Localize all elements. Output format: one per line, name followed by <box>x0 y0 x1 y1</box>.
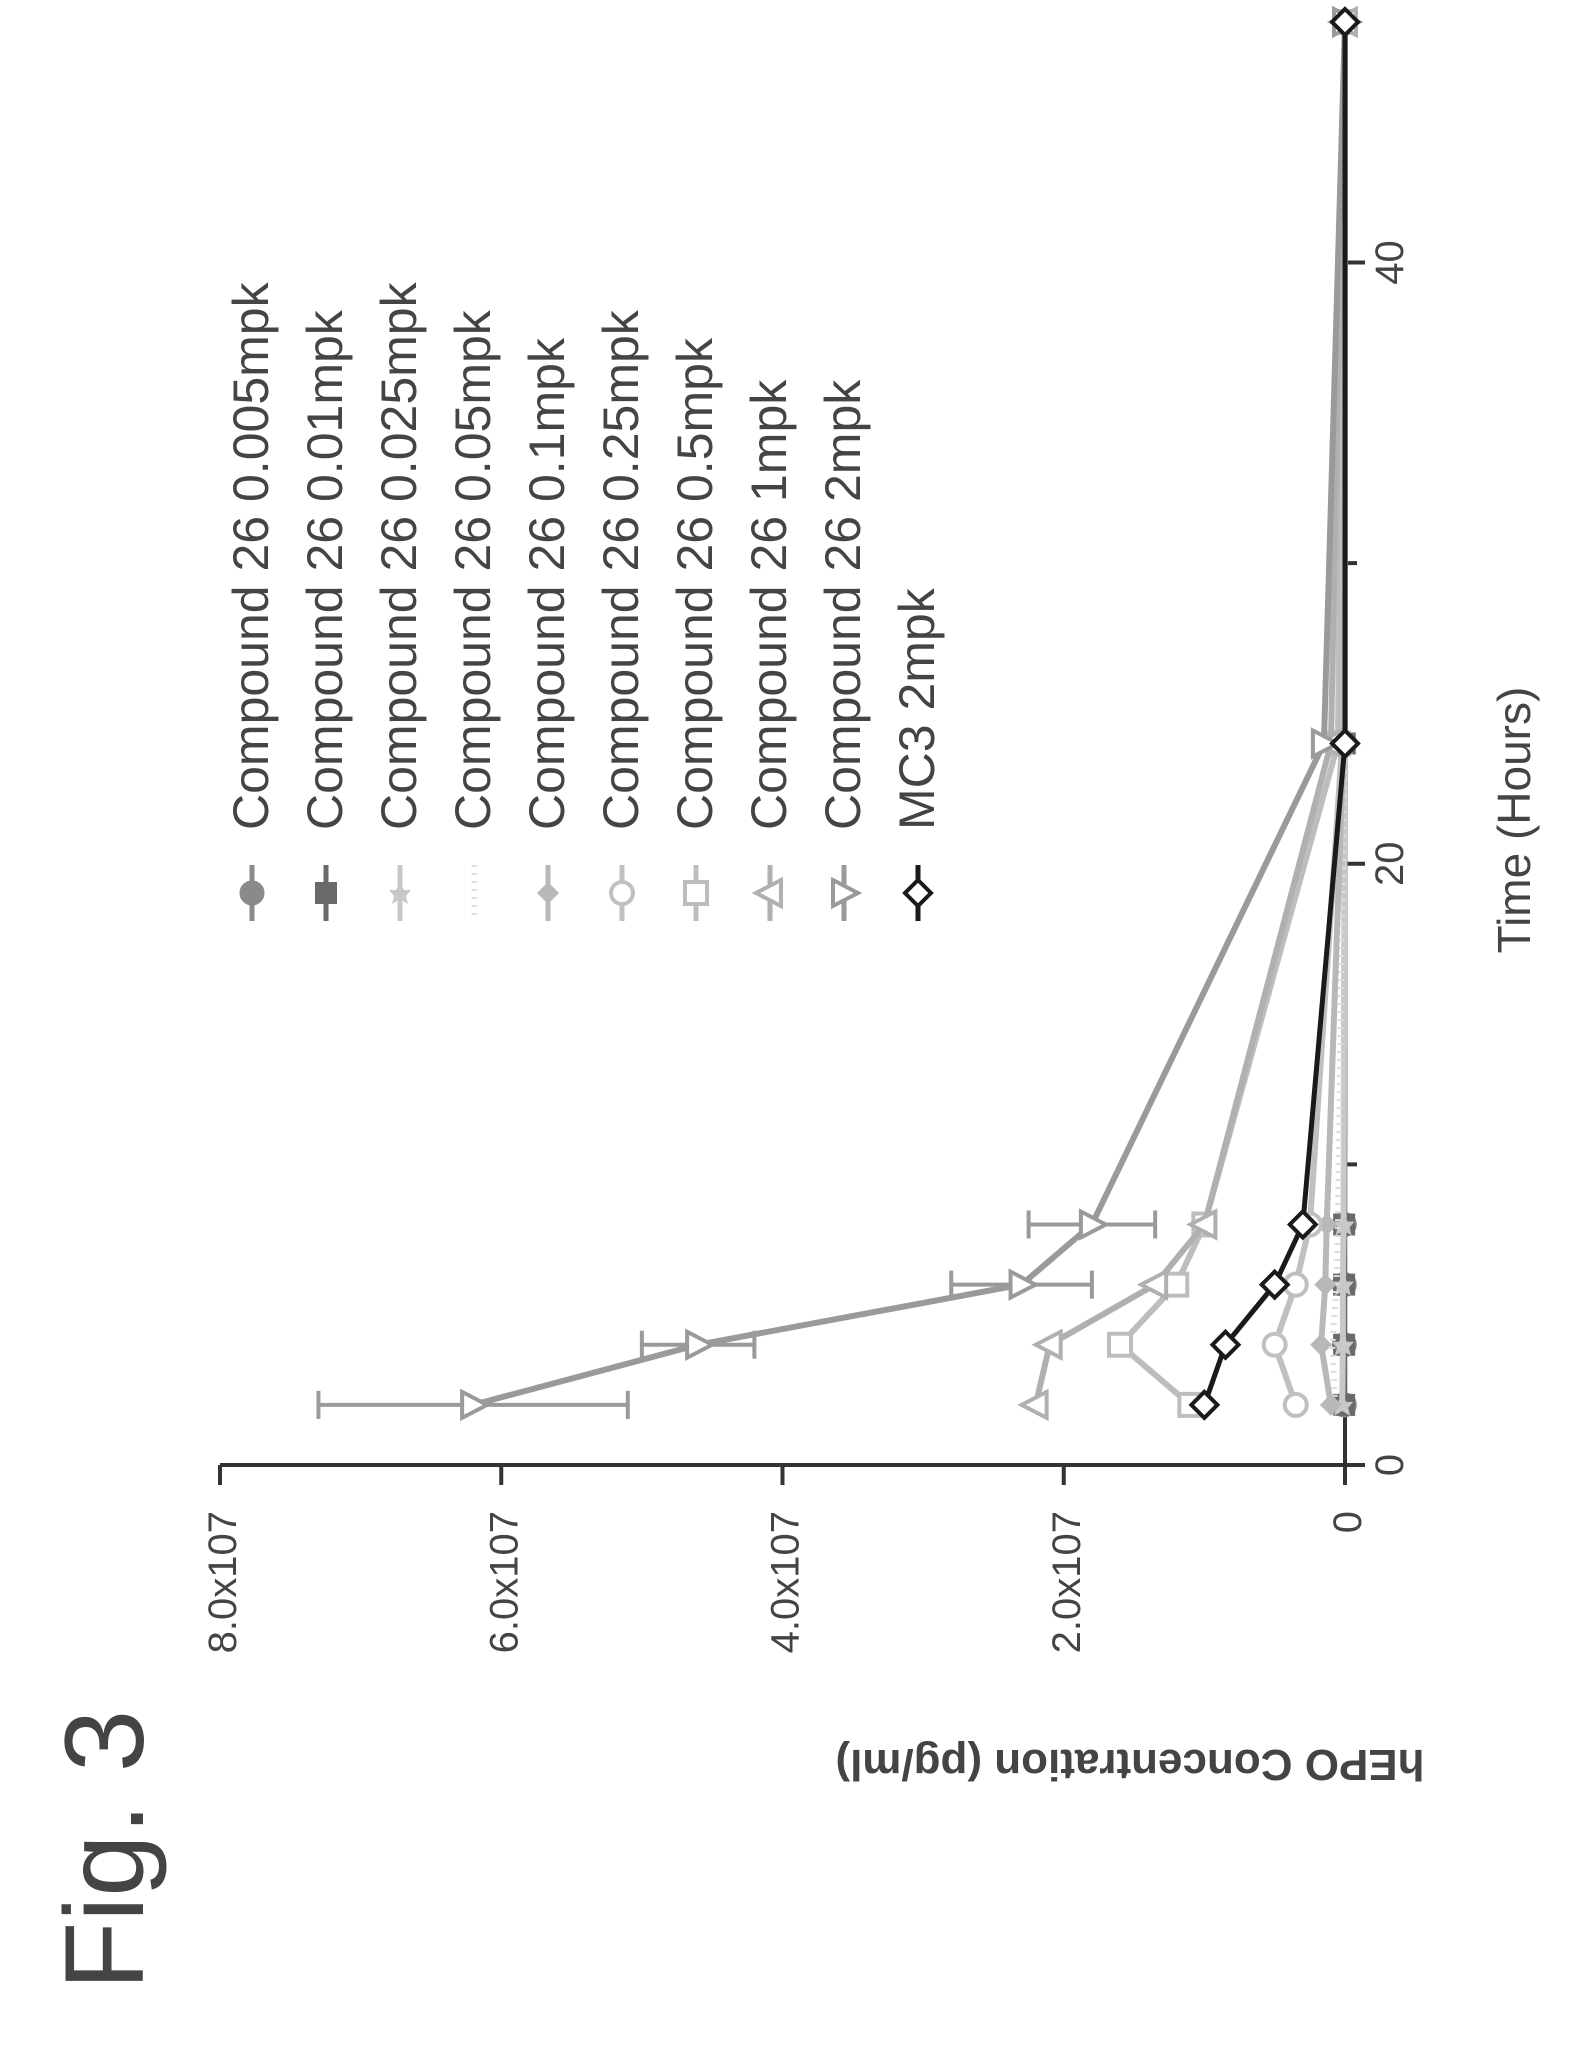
legend-label-group: Compound 26 0.005mpk <box>223 281 279 830</box>
y-tick-label-group: 2.0x107 <box>1045 1511 1089 1653</box>
legend-label-group: Compound 26 0.5mpk <box>667 337 723 830</box>
y-tick-label: 2.0x107 <box>1045 1511 1089 1653</box>
legend-label-group: Compound 26 2mpk <box>815 379 871 830</box>
point <box>1331 1333 1354 1356</box>
point <box>460 1388 492 1422</box>
legend-label: MC3 2mpk <box>889 587 945 830</box>
legend-label-group: Compound 26 0.025mpk <box>371 281 427 830</box>
point <box>1331 1393 1354 1416</box>
point <box>1331 1273 1354 1296</box>
point <box>1329 6 1361 38</box>
x-axis-label-group: Time (Hours) <box>1488 687 1540 954</box>
point <box>1209 1328 1242 1361</box>
series-line <box>472 21 1348 1408</box>
point <box>831 876 863 910</box>
legend-label: Compound 26 0.25mpk <box>593 309 649 830</box>
point <box>1319 1393 1342 1416</box>
legend-label-group: Compound 26 0.05mpk <box>445 309 501 830</box>
point <box>537 882 559 904</box>
y-axis-label-group: hEPO Concentration (pg/ml) <box>835 1740 1424 1789</box>
x-tick-label-group: 40 <box>1368 240 1412 285</box>
legend-item-7: Compound 26 1mpk <box>741 379 797 921</box>
legend-item-0: Compound 26 0.005mpk <box>223 281 279 921</box>
point <box>685 1328 717 1362</box>
y-tick-label-group: 6.0x107 <box>482 1511 526 1653</box>
point <box>1286 1208 1319 1241</box>
legend-label: Compound 26 2mpk <box>815 379 871 830</box>
y-tick-label: 4.0x107 <box>764 1511 808 1653</box>
point <box>1332 1213 1355 1236</box>
point <box>1329 727 1361 760</box>
legend-item-5: Compound 26 0.25mpk <box>593 309 649 921</box>
point <box>1261 1331 1288 1358</box>
point <box>1186 1208 1218 1241</box>
x-tick-label: 20 <box>1368 842 1412 887</box>
legend-label-group: Compound 26 0.25mpk <box>593 309 649 830</box>
legend-item-1: Compound 26 0.01mpk <box>297 309 353 921</box>
y-tick-label: 0 <box>1326 1511 1370 1533</box>
point <box>1188 1389 1221 1421</box>
point <box>751 876 783 910</box>
x-tick-label-group: 0 <box>1368 1454 1412 1476</box>
legend-label: Compound 26 0.005mpk <box>223 281 279 830</box>
y-tick-label: 8.0x107 <box>201 1511 245 1653</box>
y-tick-label-group: 0 <box>1326 1511 1370 1533</box>
x-axis-label: Time (Hours) <box>1488 687 1540 954</box>
x-tick-label-group: 20 <box>1368 842 1412 887</box>
legend-label: Compound 26 0.01mpk <box>297 309 353 830</box>
point <box>1314 1273 1337 1296</box>
legend-label-group: Compound 26 0.1mpk <box>519 337 575 830</box>
point <box>1310 1333 1333 1356</box>
series-line <box>1032 21 1348 1406</box>
y-tick-label: 6.0x107 <box>482 1511 526 1653</box>
legend-label: Compound 26 0.05mpk <box>445 309 501 830</box>
legend-label-group: Compound 26 0.01mpk <box>297 309 353 830</box>
legend-label-group: Compound 26 1mpk <box>741 379 797 830</box>
axes: 0 2.0x107 4.0x107 6.0x107 8.0x107 0 20 40 <box>201 22 1412 1653</box>
series-8 <box>316 5 1364 1422</box>
x-tick-label: 0 <box>1368 1454 1412 1476</box>
point <box>1163 1271 1190 1298</box>
legend-label-group: MC3 2mpk <box>889 587 945 830</box>
x-tick-label: 40 <box>1368 240 1412 285</box>
y-tick-label-group: 8.0x107 <box>201 1511 245 1653</box>
point <box>609 880 635 906</box>
point <box>1310 727 1343 760</box>
legend-item-2: Compound 26 0.025mpk <box>371 281 427 921</box>
legend-label: Compound 26 0.5mpk <box>667 337 723 830</box>
point <box>683 880 709 906</box>
legend-label: Compound 26 0.1mpk <box>519 337 575 830</box>
legend-label: Compound 26 0.025mpk <box>371 281 427 830</box>
point <box>1031 1328 1063 1362</box>
point <box>1107 1331 1133 1358</box>
point <box>902 877 934 909</box>
point <box>1258 1268 1291 1301</box>
point <box>239 880 265 906</box>
legend-item-8: Compound 26 2mpk <box>815 379 871 921</box>
point <box>389 882 411 904</box>
series-6 <box>1107 9 1358 1418</box>
legend-item-4: Compound 26 0.1mpk <box>519 337 575 921</box>
legend: Compound 26 0.005mpk Compound 26 0.01mpk C… <box>223 281 945 921</box>
point <box>1136 1268 1169 1301</box>
y-axis-label: hEPO Concentration (pg/ml) <box>835 1740 1424 1789</box>
series-layer <box>316 5 1364 1422</box>
legend-item-9: MC3 2mpk <box>889 587 945 921</box>
legend-label: Compound 26 1mpk <box>741 379 797 830</box>
point <box>1017 1388 1049 1422</box>
series-9 <box>1188 6 1361 1421</box>
y-tick-label-group: 4.0x107 <box>764 1511 808 1653</box>
legend-item-3: Compound 26 0.05mpk <box>445 309 501 921</box>
point <box>1008 1268 1040 1301</box>
point <box>315 882 337 904</box>
point <box>1078 1208 1111 1241</box>
point <box>1282 1391 1309 1418</box>
legend-item-6: Compound 26 0.5mpk <box>667 337 723 921</box>
